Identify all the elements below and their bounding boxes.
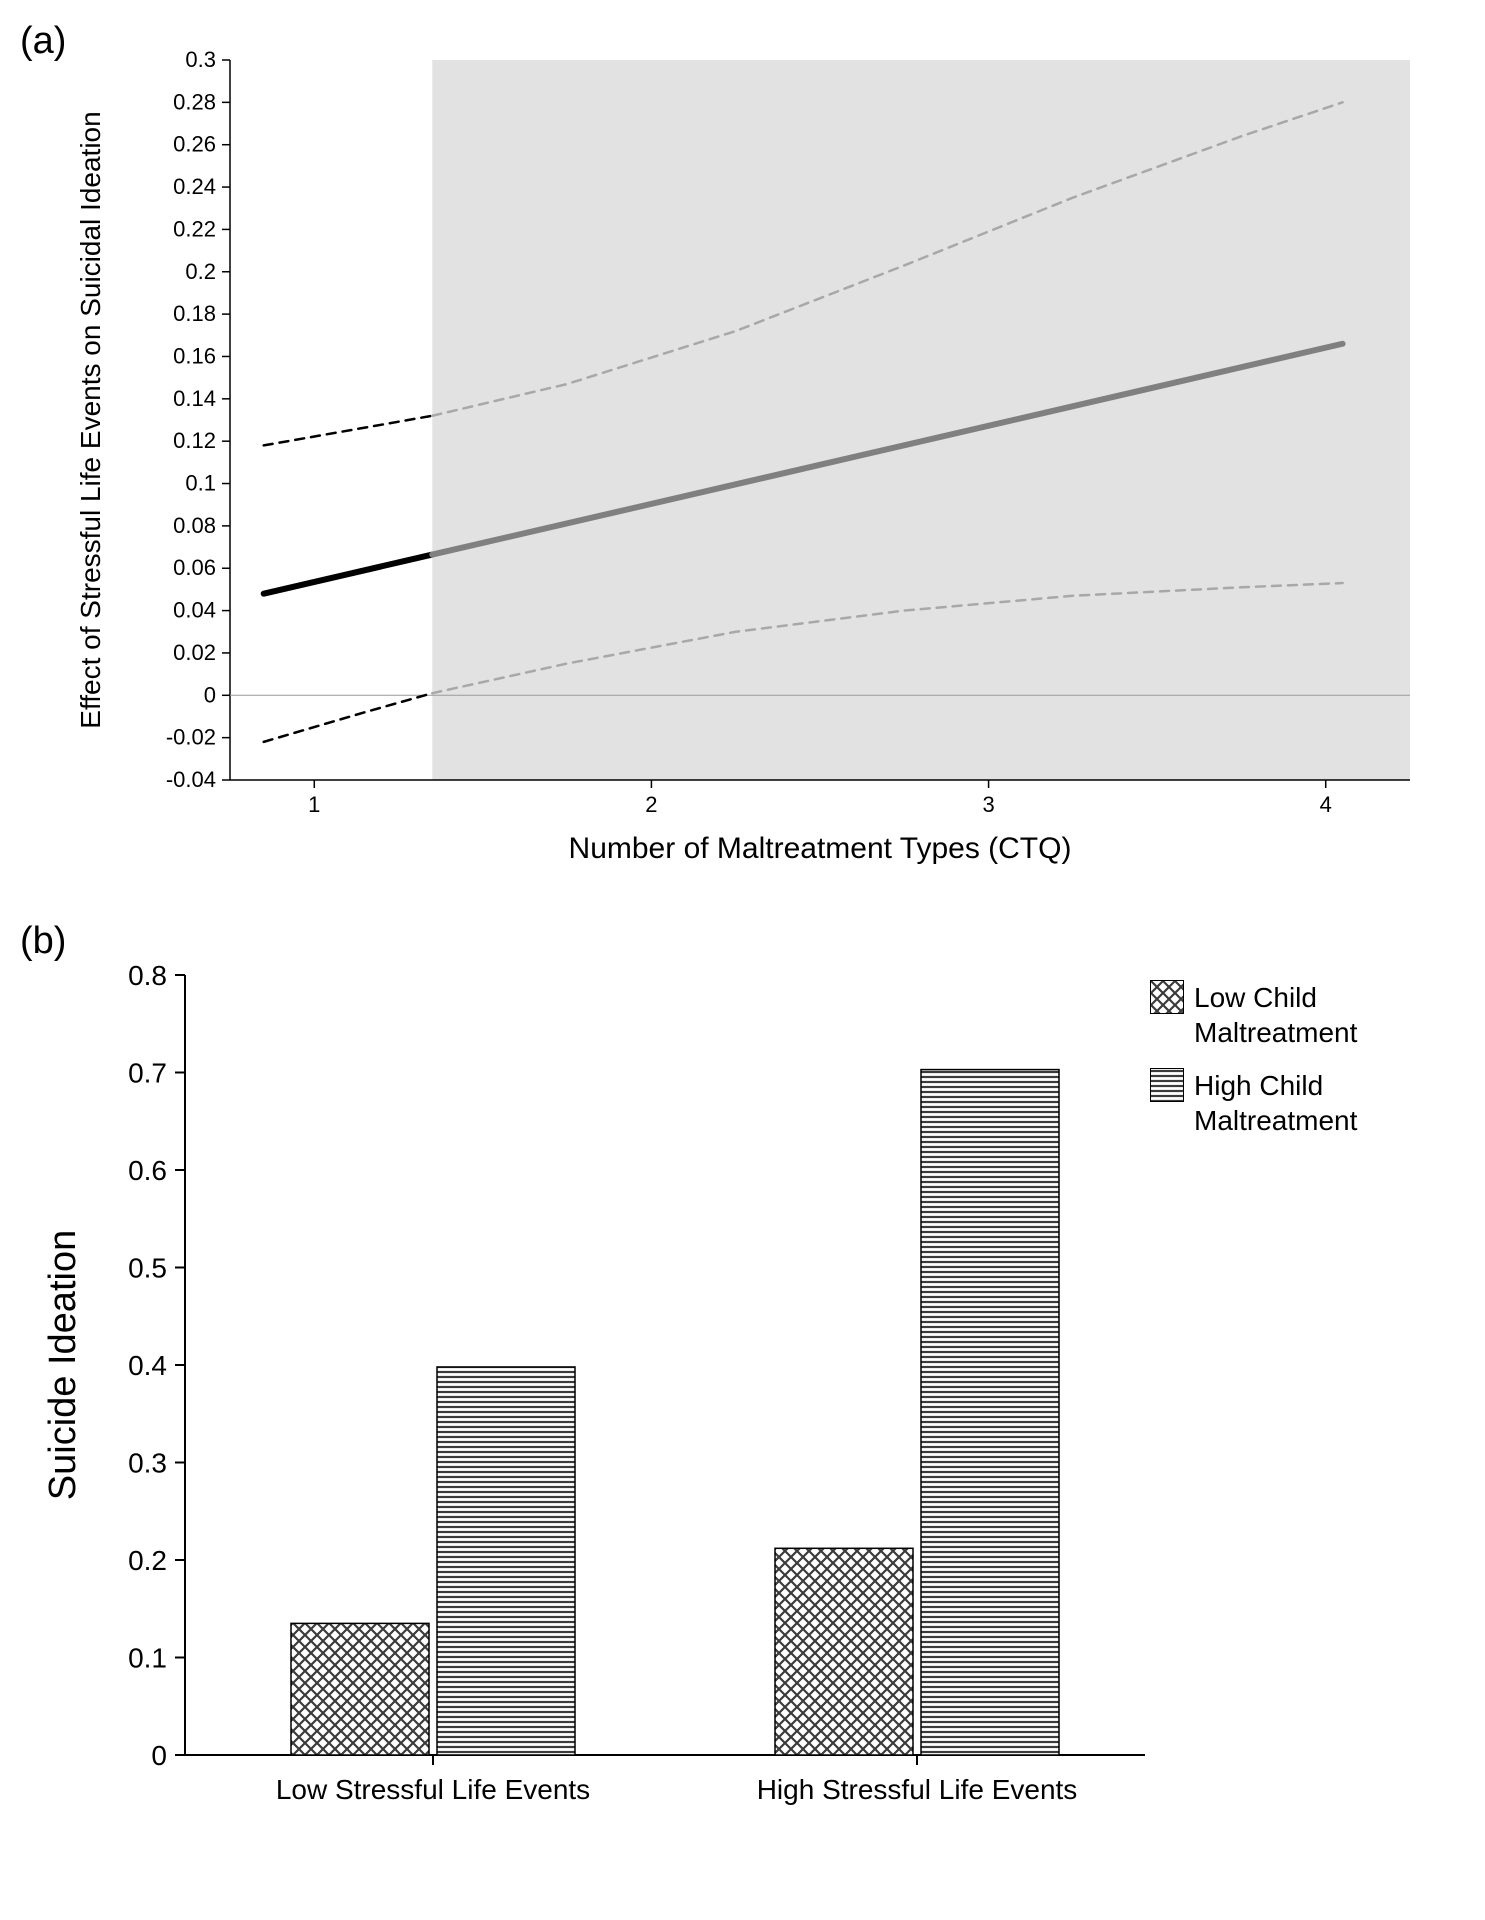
svg-text:Number of Maltreatment Types (: Number of Maltreatment Types (CTQ) xyxy=(569,832,1072,865)
panel-b: (b) 0 0.1 0.2 0.3 0.4 0.5 0.6 0.7 0.8 Low Stressf… xyxy=(20,920,1465,1880)
svg-text:2: 2 xyxy=(645,792,657,817)
svg-text:0.7: 0.7 xyxy=(128,1058,167,1089)
svg-text:0: 0 xyxy=(204,682,216,707)
legend-text-high: High ChildMaltreatment xyxy=(1194,1068,1357,1138)
svg-text:0.12: 0.12 xyxy=(173,428,216,453)
svg-text:0.3: 0.3 xyxy=(128,1448,167,1479)
legend-swatch-low xyxy=(1150,980,1184,1014)
svg-text:1: 1 xyxy=(308,792,320,817)
svg-text:0.1: 0.1 xyxy=(128,1643,167,1674)
svg-text:0.28: 0.28 xyxy=(173,89,216,114)
svg-text:0.6: 0.6 xyxy=(128,1155,167,1186)
svg-text:0.18: 0.18 xyxy=(173,301,216,326)
svg-text:Low Stressful Life Events: Low Stressful Life Events xyxy=(276,1774,590,1805)
svg-text:0.08: 0.08 xyxy=(173,513,216,538)
svg-text:0.2: 0.2 xyxy=(128,1545,167,1576)
figure-root: (a) -0.04-0.0200.020.040.060.080.10.120.… xyxy=(20,20,1465,1880)
svg-text:0.4: 0.4 xyxy=(128,1350,167,1381)
panel-b-label: (b) xyxy=(20,920,66,963)
legend-item-low: Low ChildMaltreatment xyxy=(1150,980,1357,1050)
svg-text:0.1: 0.1 xyxy=(185,471,216,496)
svg-text:Suicide Ideation: Suicide Ideation xyxy=(42,1230,84,1500)
svg-text:4: 4 xyxy=(1320,792,1332,817)
svg-text:0.06: 0.06 xyxy=(173,555,216,580)
svg-text:0.16: 0.16 xyxy=(173,343,216,368)
svg-text:0.14: 0.14 xyxy=(173,386,216,411)
svg-text:-0.04: -0.04 xyxy=(166,767,216,792)
svg-text:0.8: 0.8 xyxy=(128,960,167,991)
panel-a-label: (a) xyxy=(20,20,66,63)
legend-swatch-high xyxy=(1150,1068,1184,1102)
svg-text:0.26: 0.26 xyxy=(173,132,216,157)
svg-text:0.04: 0.04 xyxy=(173,598,216,623)
legend-label-low: Low ChildMaltreatment xyxy=(1194,982,1357,1048)
legend-item-high: High ChildMaltreatment xyxy=(1150,1068,1357,1138)
svg-text:Effect of Stressful Life Event: Effect of Stressful Life Events on Suici… xyxy=(75,111,106,728)
svg-text:0.22: 0.22 xyxy=(173,216,216,241)
panel-b-legend: Low ChildMaltreatment High ChildMaltreat… xyxy=(1150,980,1357,1156)
svg-text:0.3: 0.3 xyxy=(185,47,216,72)
svg-text:3: 3 xyxy=(982,792,994,817)
legend-label-high: High ChildMaltreatment xyxy=(1194,1070,1357,1136)
panel-a-svg: -0.04 -0.02 0 0.02 0.04 0.06 0.08 0.1 0.12 0.14 0.… xyxy=(20,20,1465,920)
svg-text:-0.02: -0.02 xyxy=(166,725,216,750)
svg-text:0.2: 0.2 xyxy=(185,259,216,284)
svg-text:0: 0 xyxy=(151,1740,167,1771)
svg-text:0.5: 0.5 xyxy=(128,1253,167,1284)
panel-a: (a) -0.04 -0.02 0 0.02 0.04 0.06 0.08 0.1 0.12 0.… xyxy=(20,20,1465,920)
legend-text-low: Low ChildMaltreatment xyxy=(1194,980,1357,1050)
svg-text:0.24: 0.24 xyxy=(173,174,216,199)
svg-text:0.02: 0.02 xyxy=(173,640,216,665)
svg-text:High Stressful Life Events: High Stressful Life Events xyxy=(757,1774,1078,1805)
